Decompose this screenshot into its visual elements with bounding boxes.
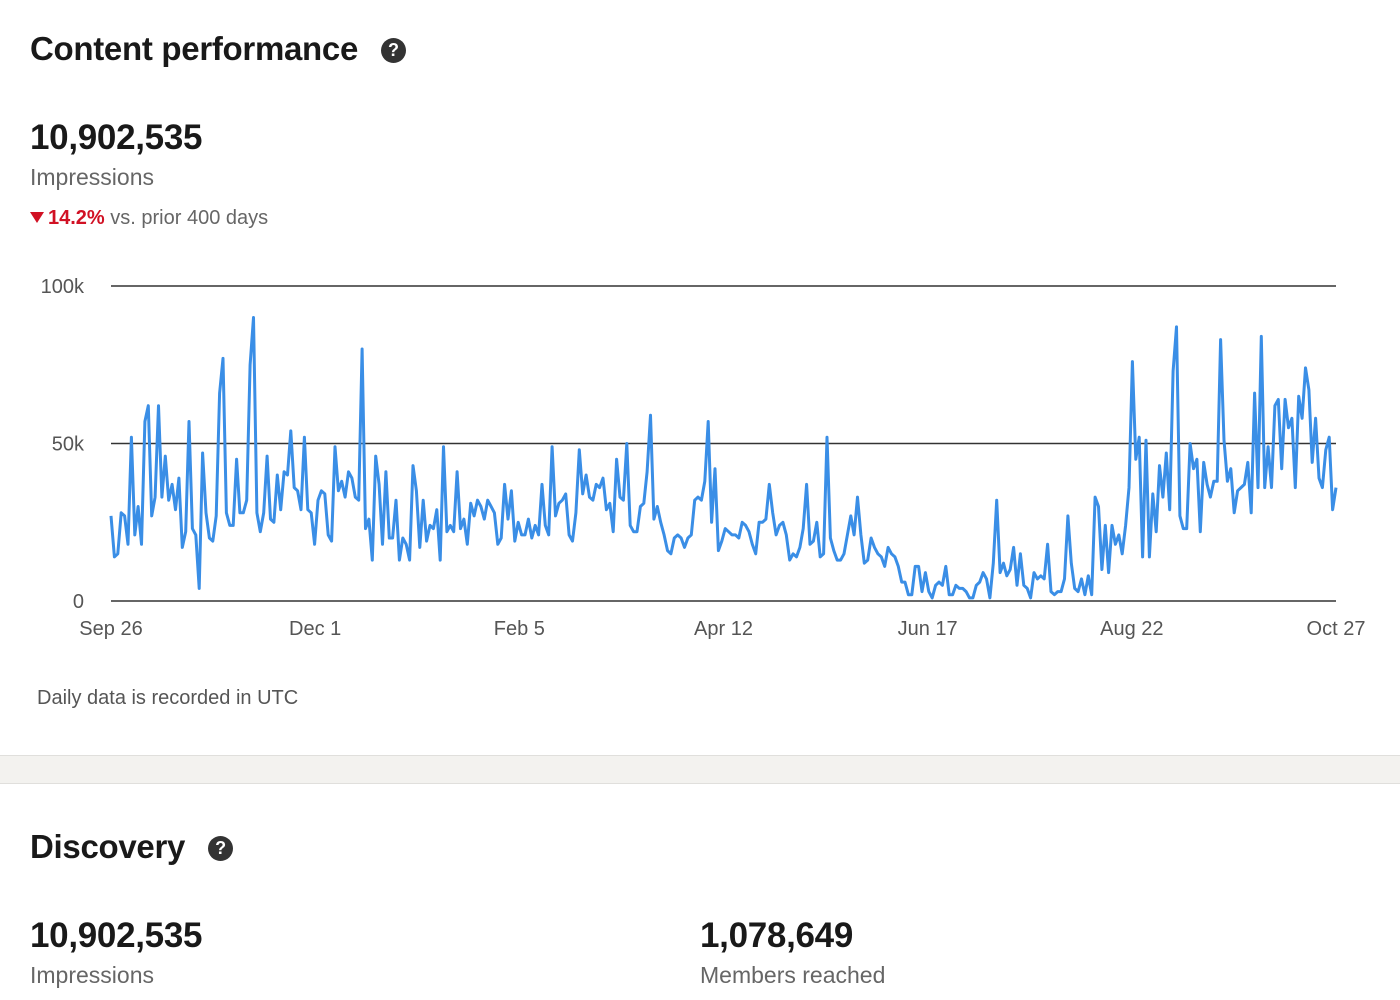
impressions-label: Impressions bbox=[30, 164, 154, 190]
x-tick-label: Oct 27 bbox=[1307, 618, 1366, 640]
triangle-down-icon bbox=[30, 212, 44, 223]
section-title-text: Content performance bbox=[30, 30, 359, 67]
impressions-line bbox=[109, 316, 1338, 600]
change-value: 14.2% bbox=[48, 207, 105, 229]
question-circle-icon[interactable]: ? bbox=[207, 836, 233, 861]
content-performance-title: Content performance ? bbox=[30, 30, 406, 68]
x-tick-label: Sep 26 bbox=[79, 618, 142, 640]
y-tick-label: 50k bbox=[52, 434, 85, 456]
y-tick-label: 0 bbox=[73, 591, 84, 613]
discovery-impressions-label: Impressions bbox=[30, 962, 154, 988]
discovery-impressions-value: 10,902,535 bbox=[30, 916, 203, 955]
change-text: vs. prior 400 days bbox=[110, 207, 269, 229]
section-title-text: Discovery bbox=[30, 828, 186, 865]
x-tick-label: Feb 5 bbox=[494, 618, 545, 640]
impressions-chart: 0 50k 100k Sep 26 Dec 1 Feb 5 Apr 12 Jun 17 Aug … bbox=[41, 276, 1366, 640]
chart-footnote: Daily data is recorded in UTC bbox=[37, 687, 299, 709]
x-tick-label: Aug 22 bbox=[1100, 618, 1163, 640]
discovery-title: Discovery ? bbox=[30, 828, 233, 866]
x-tick-label: Apr 12 bbox=[694, 618, 753, 640]
change-indicator: 14.2% vs. prior 400 days bbox=[30, 207, 268, 230]
impressions-value: 10,902,535 bbox=[30, 118, 203, 157]
question-circle-icon[interactable]: ? bbox=[380, 38, 406, 63]
y-tick-label: 100k bbox=[41, 276, 85, 298]
members-reached-value: 1,078,649 bbox=[700, 916, 854, 955]
members-reached-label: Members reached bbox=[700, 962, 886, 988]
x-tick-label: Jun 17 bbox=[898, 618, 958, 640]
x-tick-label: Dec 1 bbox=[289, 618, 341, 640]
section-divider bbox=[0, 755, 1400, 784]
